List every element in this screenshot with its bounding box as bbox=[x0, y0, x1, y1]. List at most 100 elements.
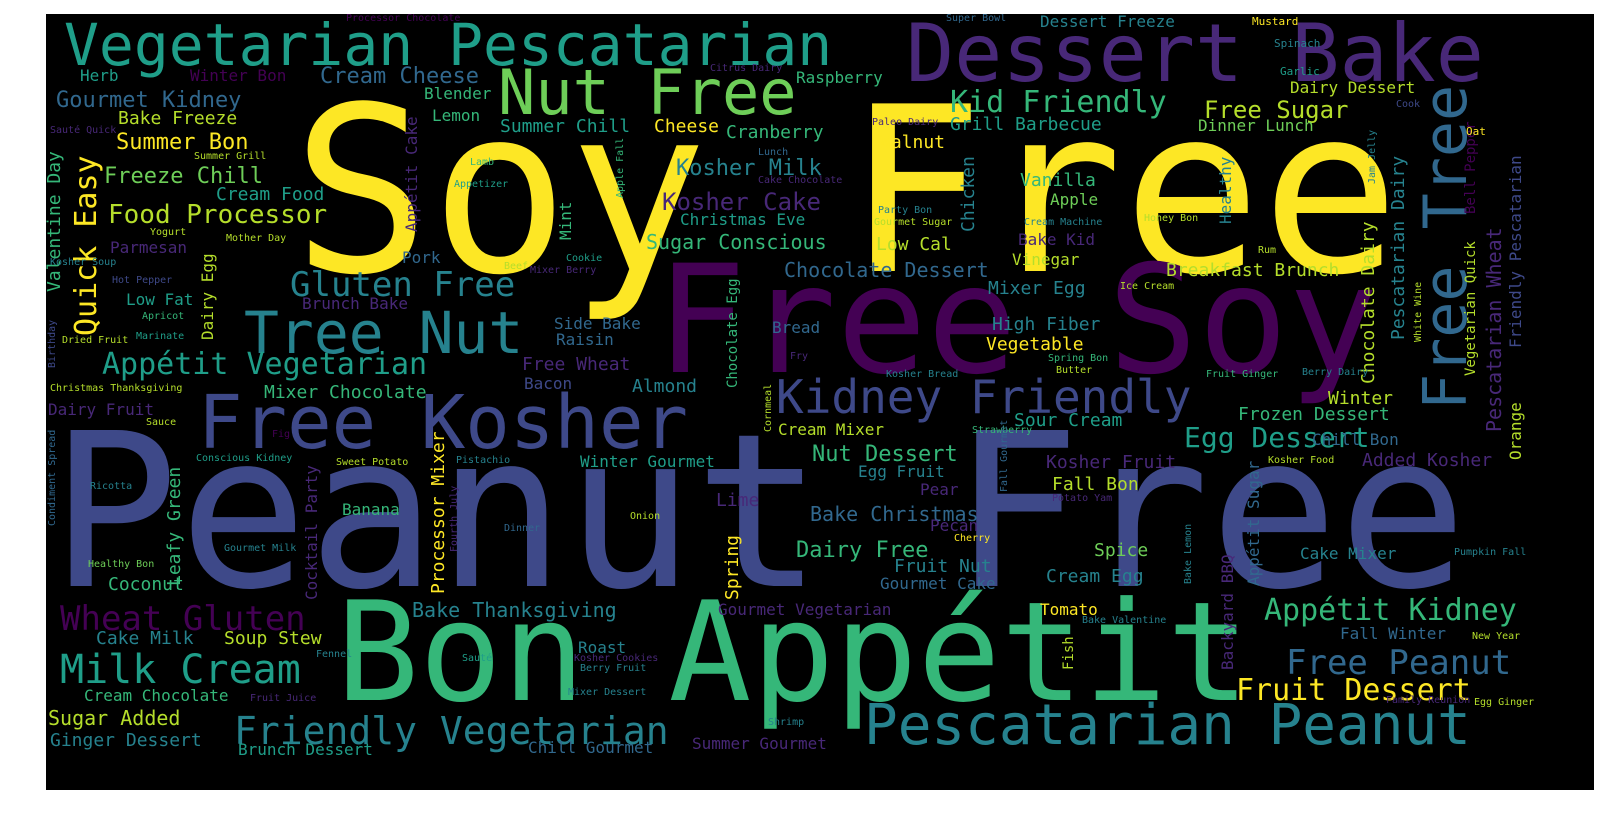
word: Banana bbox=[342, 500, 400, 519]
word: Tomato bbox=[1040, 600, 1098, 619]
word: Processor Chocolate bbox=[346, 14, 461, 24]
word: Fish bbox=[1061, 636, 1077, 670]
word: Pear bbox=[920, 480, 959, 499]
word: Nut Dessert bbox=[812, 442, 958, 467]
word: Yogurt bbox=[150, 227, 187, 238]
word: Pumpkin Fall bbox=[1454, 547, 1527, 558]
word: Egg Fruit bbox=[858, 462, 945, 481]
word: Kosher Milk bbox=[676, 156, 822, 181]
word: Beef bbox=[504, 261, 529, 272]
word: Soup Stew bbox=[224, 628, 322, 649]
word: Valentine Day bbox=[46, 151, 65, 292]
word: Healthy Bon bbox=[88, 559, 155, 570]
word: Grill Barbecue bbox=[950, 114, 1102, 135]
word: Pescatarian Dairy bbox=[1388, 155, 1409, 340]
word: Appétit Cake bbox=[402, 116, 421, 232]
word: Jam Jelly bbox=[1367, 129, 1378, 184]
word: Brunch Dessert bbox=[238, 740, 373, 759]
word: Breakfast Brunch bbox=[1166, 260, 1340, 281]
word: Kosher Fruit bbox=[1046, 452, 1177, 473]
word: Christmas Thanksgiving bbox=[50, 383, 183, 394]
word: Gourmet Kidney bbox=[56, 88, 242, 113]
word: Apricot bbox=[142, 311, 185, 322]
word: Cream Food bbox=[216, 184, 325, 205]
word: Cream Mixer bbox=[778, 420, 884, 439]
word: Fruit Dessert bbox=[1236, 673, 1471, 708]
word: Kosher Food bbox=[1268, 455, 1335, 466]
word: Egg Dessert bbox=[1184, 421, 1370, 454]
word: Free Peanut bbox=[1286, 643, 1512, 683]
word: Fruit Ginger bbox=[1206, 369, 1279, 380]
word: Free Kosher bbox=[198, 380, 689, 466]
word: Onion bbox=[630, 511, 661, 522]
word: Sweet Potato bbox=[336, 457, 409, 468]
word: Pescatarian Peanut bbox=[864, 693, 1471, 758]
word: Roast bbox=[578, 638, 627, 657]
word: Gourmet Sugar bbox=[874, 217, 953, 228]
word: Dairy Egg bbox=[198, 253, 217, 340]
word: Summer Bon bbox=[116, 130, 249, 155]
word: Spring bbox=[722, 534, 743, 600]
word: Free Soy bbox=[656, 234, 1379, 408]
word-cloud: Soy Free Peanut Free Free Soy Bon Appéti… bbox=[46, 14, 1594, 790]
word: Healthy bbox=[1216, 156, 1235, 224]
word: Bon Appétit bbox=[336, 572, 1250, 733]
word: Hot Pepper bbox=[112, 275, 173, 286]
word: Cream Egg bbox=[1046, 566, 1144, 587]
word: Mixer Dessert bbox=[568, 687, 647, 698]
word: Freeze Chill bbox=[104, 164, 263, 189]
word: Gourmet Vegetarian bbox=[718, 600, 892, 619]
word: Condiment Spread bbox=[47, 429, 58, 526]
word: Pescatarian Wheat bbox=[1482, 227, 1506, 432]
word: Dried Fruit bbox=[62, 335, 129, 346]
word: Lemon bbox=[432, 106, 481, 125]
word: Fall Bon bbox=[1052, 474, 1139, 495]
word: Marinate bbox=[136, 331, 185, 342]
word: Citrus Dairy bbox=[710, 63, 783, 74]
word: Summer Grill bbox=[194, 151, 267, 162]
word: Kosher Cake bbox=[662, 188, 821, 216]
word: Bacon bbox=[524, 374, 573, 393]
word: Cookie bbox=[566, 253, 603, 264]
word: Leafy Green bbox=[164, 466, 185, 586]
word: Lunch bbox=[758, 147, 789, 158]
word: Chill Bon bbox=[1312, 430, 1399, 449]
word: Christmas Eve bbox=[680, 210, 806, 229]
word: Winter Bon bbox=[190, 66, 287, 85]
word: Processor Mixer bbox=[428, 431, 449, 594]
word: Frozen Dessert bbox=[1238, 404, 1390, 425]
word: Bake Lemon bbox=[1183, 523, 1194, 584]
word: Backyard BBQ bbox=[1218, 554, 1237, 670]
word: Cherry bbox=[954, 533, 991, 544]
word: Parmesan bbox=[110, 238, 188, 257]
word: Super Bowl bbox=[946, 14, 1007, 24]
word: Tree Nut bbox=[244, 299, 524, 367]
word: Low Cal bbox=[876, 234, 952, 255]
word: Sauté bbox=[462, 653, 493, 664]
word: Pecan bbox=[930, 516, 979, 535]
word: Chocolate Egg bbox=[725, 278, 741, 388]
word: Soy Free bbox=[292, 59, 1400, 326]
word: Sugar Added bbox=[48, 706, 181, 730]
word: Birthday bbox=[47, 319, 58, 368]
word: Vegetable bbox=[986, 334, 1084, 355]
word: Raisin bbox=[556, 330, 614, 349]
word: Berry Fruit bbox=[580, 663, 647, 674]
word: Bake Christmas bbox=[810, 502, 979, 526]
word: High Fiber bbox=[992, 314, 1101, 335]
word: Cake Chocolate bbox=[758, 175, 843, 186]
word: Brunch Bake bbox=[302, 294, 408, 313]
word: Blender bbox=[424, 84, 492, 103]
word: Vegetarian Quick bbox=[1463, 241, 1479, 376]
word: Chocolate Dairy bbox=[1358, 221, 1379, 384]
word: Bread bbox=[772, 318, 821, 337]
word: Appetizer bbox=[454, 179, 509, 190]
word: Peanut Free bbox=[50, 388, 1468, 637]
word: Bake Freeze bbox=[118, 108, 238, 129]
word: Dairy Dessert bbox=[1290, 78, 1416, 97]
word: Apple bbox=[1050, 190, 1099, 209]
word: Milk Cream bbox=[60, 647, 301, 693]
word: Fruit Juice bbox=[250, 693, 317, 704]
word: Gluten Free bbox=[290, 265, 516, 305]
word: Cake Milk bbox=[96, 628, 194, 649]
